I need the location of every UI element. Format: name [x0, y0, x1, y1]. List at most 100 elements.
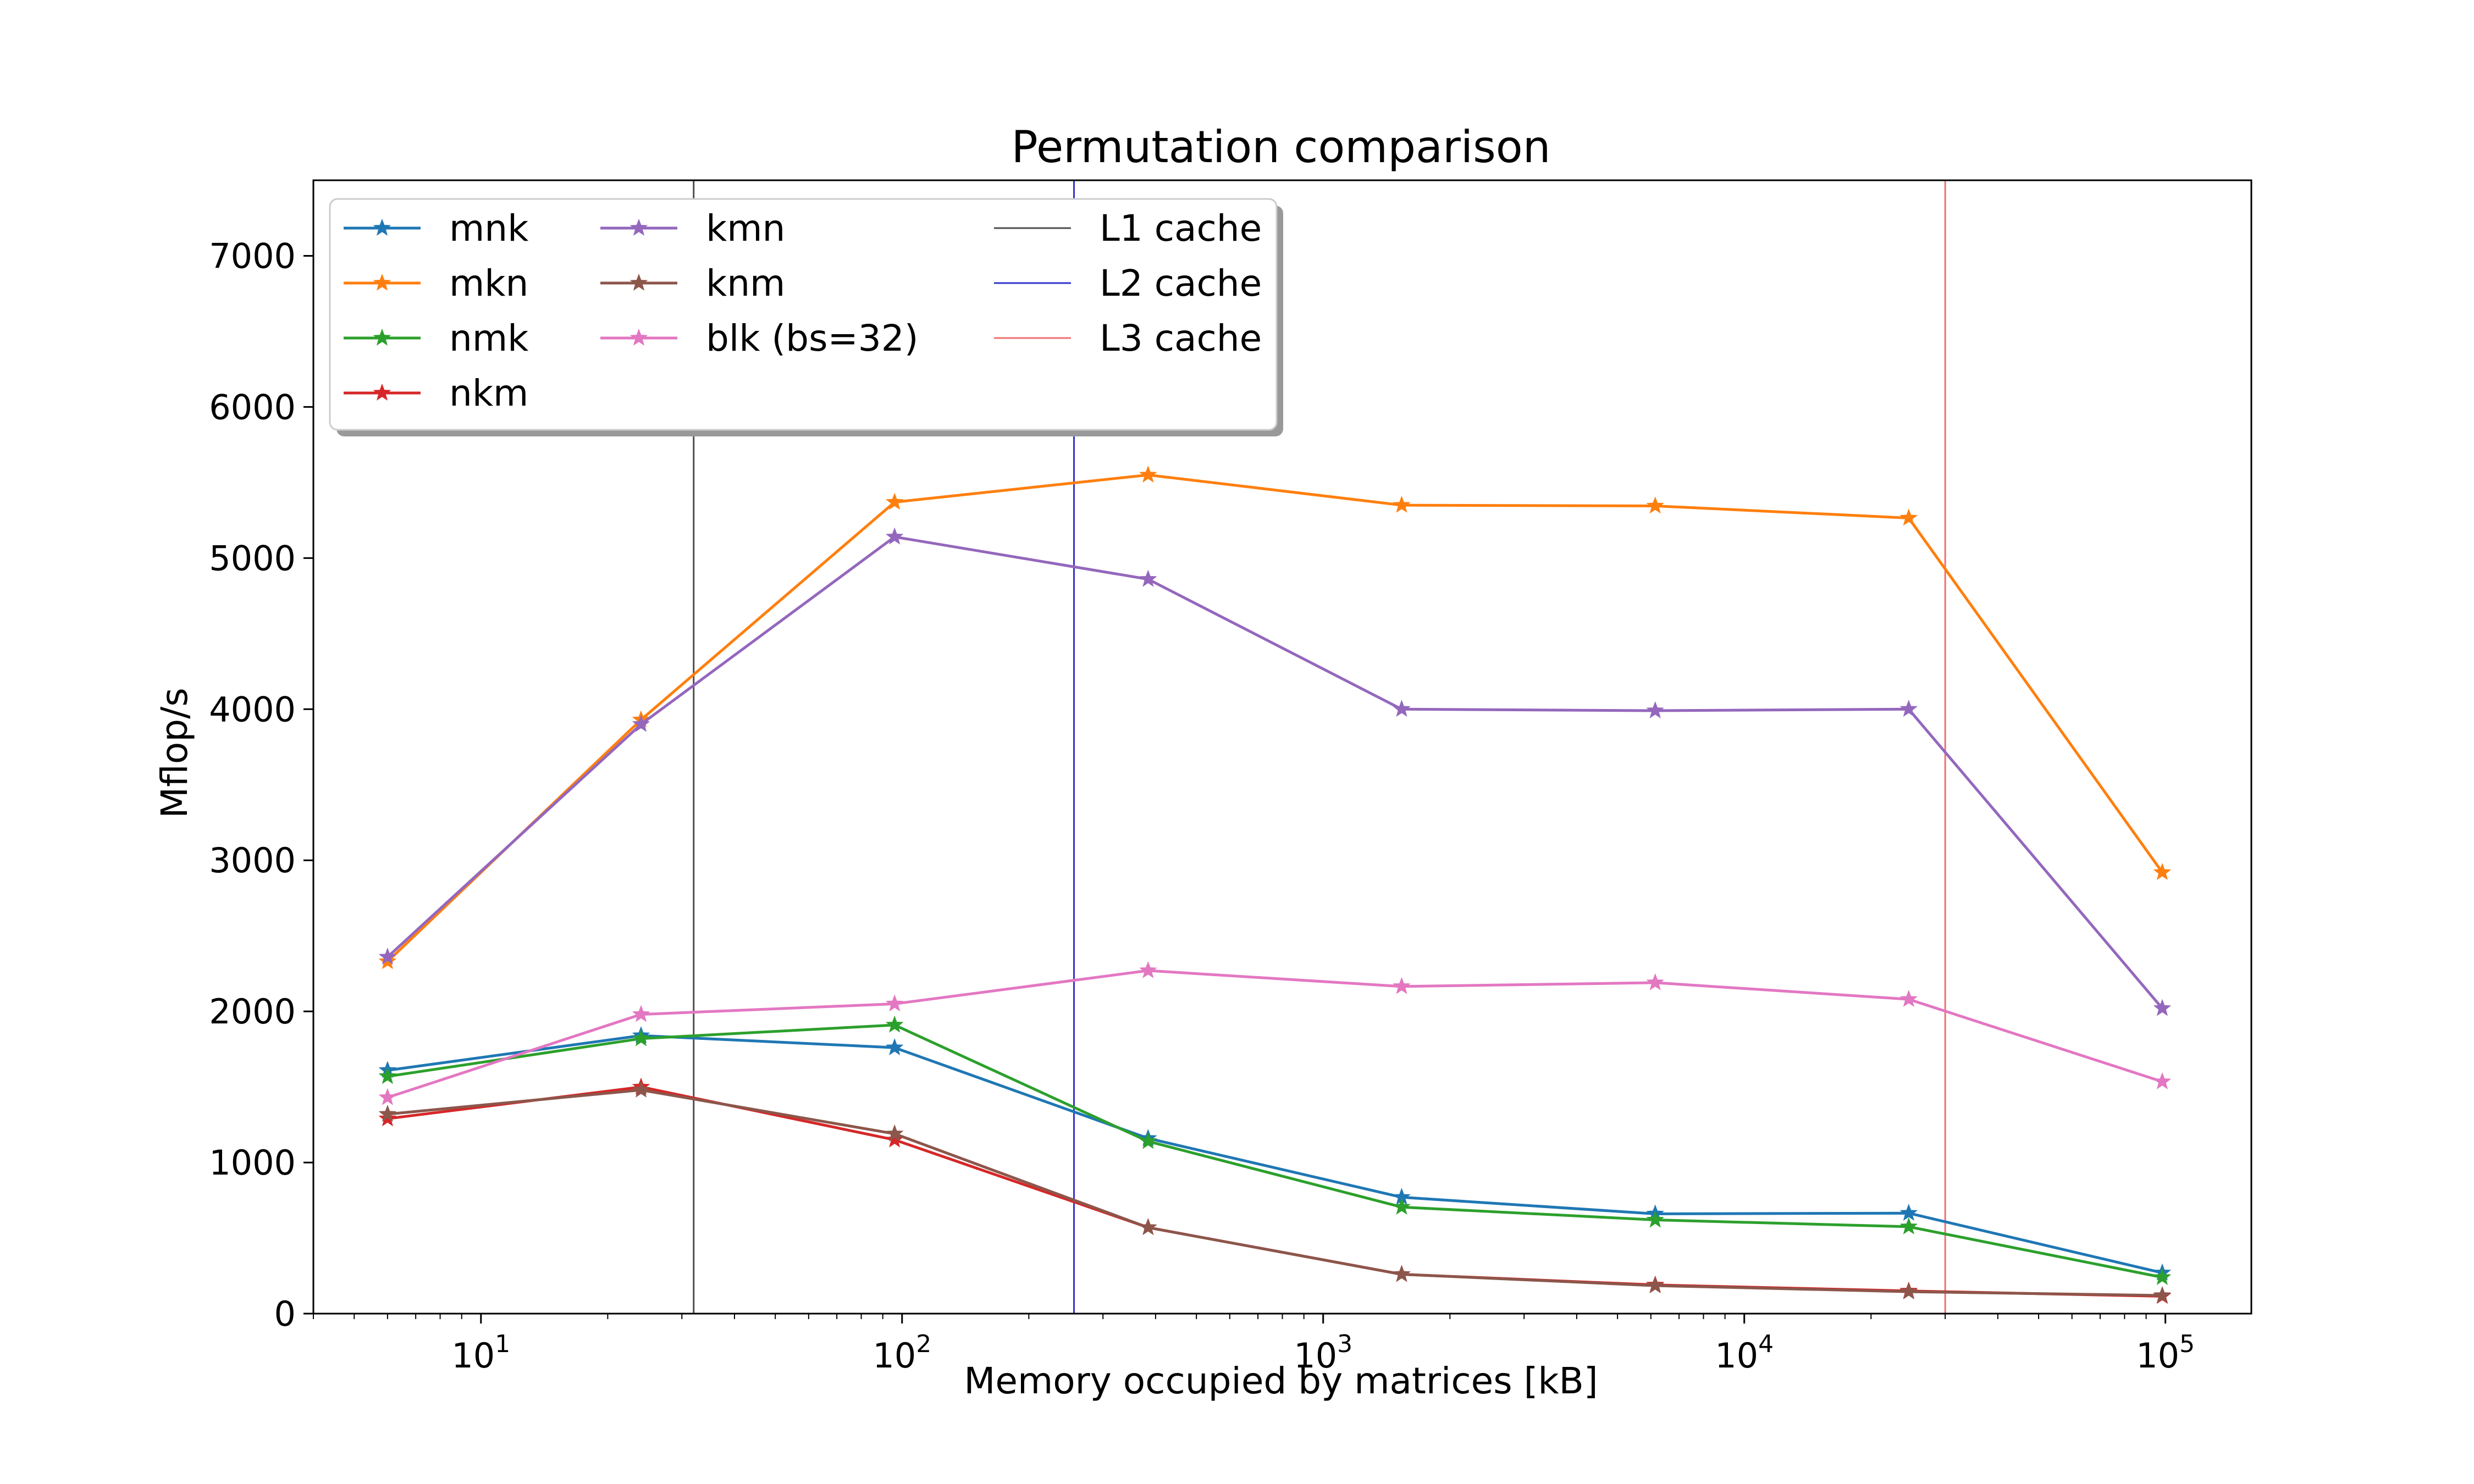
- data-point: [1139, 569, 1157, 587]
- data-point: [1899, 1217, 1918, 1234]
- data-point: [2153, 999, 2172, 1016]
- legend-item: knm: [600, 262, 785, 304]
- x-tick-label-exponent: 5: [2179, 1330, 2195, 1358]
- series-line: [386, 473, 2164, 963]
- data-point: [1393, 1198, 1411, 1215]
- legend-item: L3 cache: [994, 317, 1262, 359]
- y-tick-label: 5000: [209, 538, 296, 578]
- legend-label: knm: [706, 262, 785, 304]
- x-tick-label-base: 10: [1715, 1336, 1758, 1376]
- data-point: [1899, 508, 1918, 526]
- series-line: [386, 535, 2163, 1010]
- data-point: [1899, 700, 1918, 717]
- data-point: [2153, 1072, 2172, 1089]
- legend-item: mkn: [344, 262, 528, 304]
- legend-marker: [373, 383, 391, 401]
- y-tick-label: 0: [274, 1294, 296, 1334]
- data-point: [885, 527, 904, 545]
- legend-label: nmk: [449, 317, 529, 359]
- legend-item: nmk: [344, 317, 529, 359]
- plot-area: [378, 180, 2172, 1314]
- x-tick-label-exponent: 3: [1337, 1330, 1352, 1358]
- legend-marker: [629, 218, 648, 236]
- y-tick-label: 7000: [209, 236, 296, 276]
- legend-item: L2 cache: [994, 262, 1262, 304]
- data-point: [1393, 977, 1411, 994]
- data-point: [2153, 1267, 2172, 1285]
- data-point: [885, 492, 904, 510]
- y-axis-title: Mflop/s: [153, 688, 196, 818]
- x-tick-label: 105: [2136, 1330, 2195, 1376]
- y-tick-label: 3000: [209, 840, 296, 881]
- legend-item: kmn: [600, 207, 785, 250]
- legend-label: blk (bs=32): [706, 317, 919, 359]
- x-tick-label-exponent: 2: [916, 1330, 931, 1358]
- series-7: [378, 961, 2172, 1105]
- legend: mnk mkn nmk nkm kmn knm blk (bs=32) L1 cache L2 …: [329, 198, 1283, 436]
- x-tick-label: 101: [451, 1330, 510, 1376]
- y-tick-label: 4000: [209, 689, 296, 729]
- data-point: [1139, 1218, 1157, 1236]
- data-point: [1393, 1265, 1411, 1282]
- x-tick-label-base: 10: [451, 1336, 495, 1376]
- x-tick-label-exponent: 1: [495, 1330, 510, 1358]
- data-point: [1646, 973, 1664, 990]
- data-point: [1899, 1282, 1918, 1300]
- data-point: [1139, 1132, 1157, 1149]
- data-point: [1393, 700, 1411, 717]
- x-tick-label-exponent: 4: [1758, 1330, 1774, 1358]
- series-line: [387, 969, 2163, 1099]
- legend-label: L2 cache: [1100, 262, 1262, 304]
- series-3: [378, 1015, 2172, 1285]
- data-point: [1899, 1204, 1918, 1221]
- data-point: [378, 1104, 397, 1122]
- data-point: [885, 1038, 904, 1056]
- data-point: [1139, 465, 1157, 483]
- data-point: [632, 715, 650, 732]
- legend-label: kmn: [706, 207, 785, 250]
- x-tick-label-base: 10: [1294, 1336, 1337, 1376]
- y-tick-label: 6000: [209, 387, 296, 427]
- legend-box: [329, 198, 1278, 431]
- data-point: [2153, 1286, 2172, 1303]
- data-point: [378, 1067, 397, 1084]
- legend-label: L1 cache: [1100, 207, 1262, 250]
- legend-item: nkm: [344, 372, 528, 414]
- data-point: [1646, 1276, 1664, 1294]
- legend-marker: [629, 273, 648, 291]
- legend-item: blk (bs=32): [600, 317, 919, 359]
- data-point: [1393, 495, 1411, 513]
- data-point: [1646, 1210, 1664, 1228]
- x-tick-label: 102: [872, 1330, 931, 1376]
- data-point: [378, 1088, 397, 1105]
- x-tick-label: 103: [1294, 1330, 1352, 1376]
- x-tick-label-base: 10: [2136, 1336, 2179, 1376]
- y-tick-label: 2000: [209, 992, 296, 1032]
- legend-marker: [629, 328, 648, 346]
- legend-label: mkn: [449, 262, 528, 304]
- legend-marker: [373, 218, 391, 236]
- x-axis-title: Memory occupied by matrices [kB]: [964, 1360, 1598, 1402]
- data-point: [632, 1080, 650, 1098]
- data-point: [885, 994, 904, 1012]
- series-line: [387, 1088, 2163, 1297]
- series-6: [378, 1080, 2172, 1303]
- legend-label: L3 cache: [1100, 317, 1262, 359]
- data-point: [885, 1124, 904, 1142]
- x-tick-label: 104: [1715, 1330, 1774, 1376]
- data-point: [2153, 863, 2172, 881]
- legend-marker: [373, 328, 391, 346]
- legend-label: mnk: [449, 207, 529, 250]
- series-5: [378, 527, 2172, 1016]
- data-point: [1899, 989, 1918, 1007]
- legend-item: mnk: [344, 207, 529, 250]
- data-point: [1646, 701, 1664, 718]
- data-point: [1139, 961, 1157, 978]
- y-tick-label: 1000: [209, 1143, 296, 1183]
- chart-title: Permutation comparison: [1012, 121, 1551, 173]
- legend-label: nkm: [449, 372, 528, 414]
- legend-item: L1 cache: [994, 207, 1262, 250]
